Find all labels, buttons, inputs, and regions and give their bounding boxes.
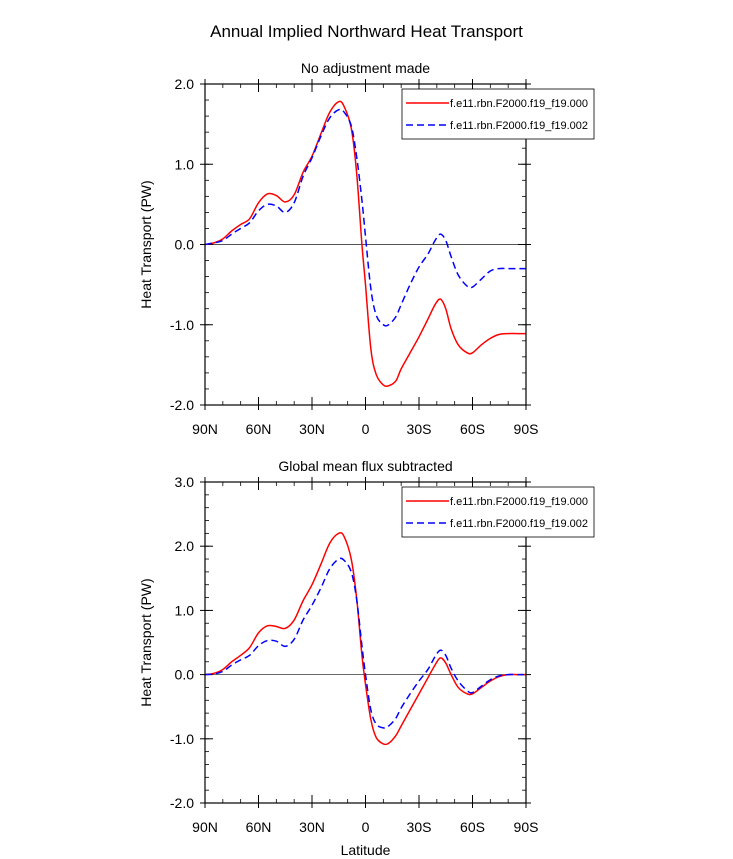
y-tick-label: -2.0	[170, 397, 194, 413]
legend-box	[401, 486, 595, 538]
x-tick-label: 30S	[407, 819, 432, 835]
x-tick-label: 60S	[460, 421, 485, 437]
x-axis-label: Latitude	[341, 842, 391, 858]
plot-frame	[204, 481, 527, 804]
y-tick-label: 2.0	[175, 76, 195, 92]
y-tick-label: -1.0	[170, 317, 194, 333]
x-tick-label: 30S	[407, 421, 432, 437]
series-line-2	[204, 557, 526, 729]
legend-label-1: f.e11.rbn.F2000.f19_f19.000	[450, 496, 588, 508]
x-tick-label: 30N	[299, 421, 325, 437]
bottom-panel: Global mean flux subtracted -2.0 -1.0 0.0 1.…	[138, 458, 595, 858]
chart-title: Global mean flux subtracted	[278, 458, 452, 474]
x-tick-label: 60S	[460, 819, 485, 835]
series-line-1	[204, 100, 526, 388]
y-axis-label: Heat Transport (PW)	[138, 578, 154, 706]
top-panel: No adjustment made -2.0 -1.0 0.0 1.0 2.0 90N 60…	[138, 60, 595, 437]
x-tick-label: 60N	[246, 421, 272, 437]
y-tick-label: 1.0	[175, 156, 195, 172]
y-tick-label: 2.0	[175, 538, 195, 554]
legend-label-2: f.e11.rbn.F2000.f19_f19.002	[450, 518, 588, 530]
y-tick-label: 0.0	[175, 237, 195, 253]
x-tick-label: 90S	[514, 421, 539, 437]
plot-frame	[204, 83, 527, 406]
y-tick-label: 0.0	[175, 667, 195, 683]
legend-label-2: f.e11.rbn.F2000.f19_f19.002	[450, 120, 588, 132]
figure-title: Annual Implied Northward Heat Transport	[210, 22, 523, 41]
y-tick-label: 3.0	[175, 474, 195, 490]
series-line-2	[204, 108, 526, 327]
x-tick-label: 0	[362, 421, 370, 437]
x-tick-label: 90N	[192, 421, 218, 437]
legend-box	[401, 88, 595, 140]
y-axis-label: Heat Transport (PW)	[138, 180, 154, 308]
y-tick-label: -2.0	[170, 795, 194, 811]
series-line-1	[204, 532, 526, 746]
y-tick-label: -1.0	[170, 731, 194, 747]
x-tick-label: 90N	[192, 819, 218, 835]
x-tick-label: 60N	[246, 819, 272, 835]
x-tick-label: 90S	[514, 819, 539, 835]
y-tick-label: 1.0	[175, 602, 195, 618]
legend-label-1: f.e11.rbn.F2000.f19_f19.000	[450, 98, 588, 110]
x-tick-label: 0	[362, 819, 370, 835]
chart-title: No adjustment made	[301, 60, 430, 76]
x-tick-label: 30N	[299, 819, 325, 835]
